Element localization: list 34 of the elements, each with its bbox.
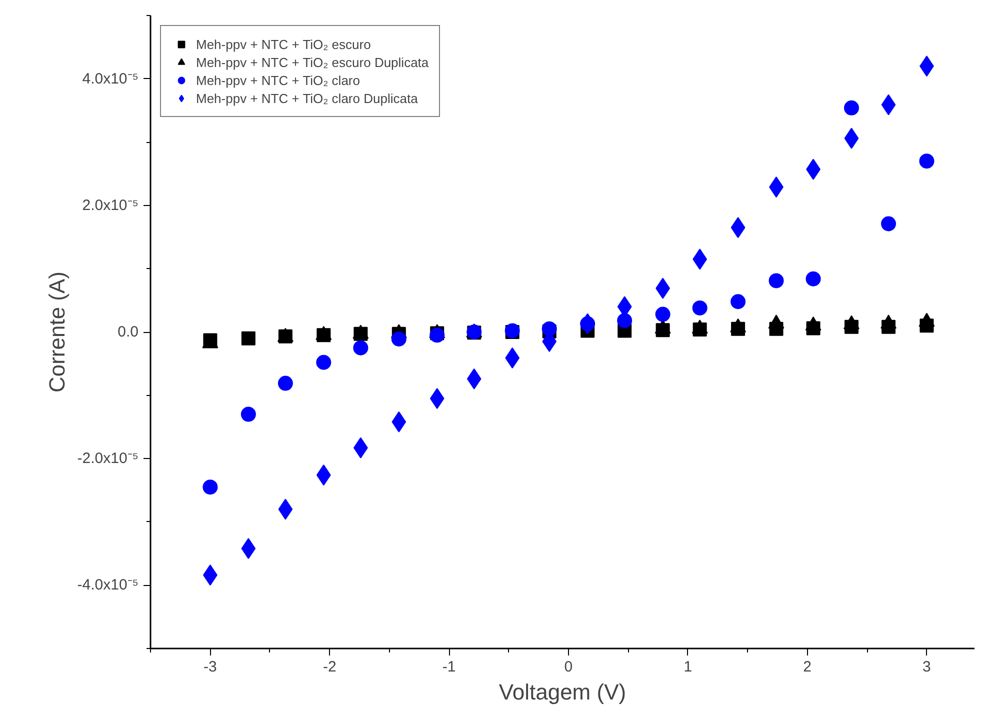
- point: [692, 300, 708, 316]
- x-tick-label: -2: [322, 658, 336, 676]
- x-tick-label: 0: [564, 658, 573, 676]
- x-tick-label: -1: [442, 658, 456, 676]
- y-tick-label: 0.0: [118, 324, 139, 340]
- point: [241, 331, 256, 346]
- x-tick-label: 1: [684, 658, 692, 676]
- legend-label: Meh-ppv + NTC + TiO₂ claro Duplicata: [196, 90, 418, 106]
- point: [919, 154, 934, 169]
- y-axis-title: Corrente (A): [44, 271, 70, 393]
- x-axis-title: Voltagem (V): [498, 680, 626, 704]
- point: [278, 376, 293, 391]
- point: [655, 306, 670, 322]
- point: [316, 354, 332, 370]
- point: [202, 480, 218, 495]
- legend-label: Meh-ppv + NTC + TiO₂ claro: [196, 72, 360, 88]
- x-tick-label: 2: [803, 658, 812, 676]
- y-tick-label: 2.0x10⁻⁵: [82, 196, 139, 214]
- point: [391, 331, 406, 346]
- point: [353, 340, 368, 356]
- point: [768, 273, 784, 288]
- point: [730, 294, 746, 310]
- point: [240, 406, 256, 422]
- y-tick-label: -2.0x10⁻⁵: [77, 450, 138, 468]
- point: [844, 100, 859, 116]
- x-tick-label: 3: [922, 658, 931, 676]
- point: [881, 216, 896, 232]
- point: [806, 271, 821, 286]
- legend-label: Meh-ppv + NTC + TiO₂ escuro: [196, 36, 371, 52]
- y-tick-label: 4.0x10⁻⁵: [82, 70, 139, 88]
- y-tick-label: -4.0x10⁻⁵: [77, 576, 138, 594]
- x-tick-label: -3: [204, 658, 217, 676]
- legend-label: Meh-ppv + NTC + TiO₂ escuro Duplicata: [196, 54, 429, 70]
- point: [617, 313, 632, 328]
